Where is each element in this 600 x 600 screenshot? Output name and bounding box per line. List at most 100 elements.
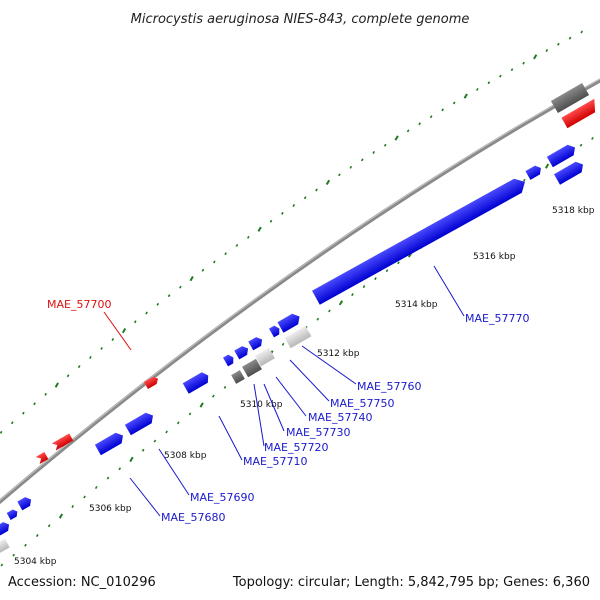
- label-mae-57690[interactable]: MAE_57690: [190, 491, 254, 504]
- minor-tick: [0, 430, 3, 434]
- callout-line-mae-57690: [158, 448, 190, 496]
- minor-tick: [557, 42, 560, 46]
- minor-tick: [429, 115, 433, 119]
- gene-forward-4[interactable]: [0, 520, 12, 536]
- label-mae-57700[interactable]: MAE_57700: [47, 298, 111, 311]
- gene-forward-25[interactable]: [17, 495, 33, 511]
- minor-tick: [176, 421, 180, 425]
- gene-forward-562-b[interactable]: [554, 159, 586, 185]
- minor-tick: [522, 178, 526, 182]
- gene-pseudo-left[interactable]: [0, 538, 10, 554]
- major-tick: [189, 275, 194, 282]
- callout-lines: [103, 265, 465, 517]
- label-mae-57760[interactable]: MAE_57760: [357, 380, 421, 393]
- scale-label: 5318 kbp: [552, 206, 595, 216]
- minor-tick: [167, 294, 171, 298]
- minor-tick: [441, 108, 444, 112]
- minor-tick: [499, 74, 502, 78]
- minor-tick: [281, 342, 285, 346]
- minor-tick: [0, 563, 4, 567]
- major-tick: [129, 456, 134, 463]
- gene-forward-256[interactable]: [248, 335, 264, 351]
- gene-mae-57740[interactable]: [242, 358, 262, 378]
- minor-tick: [522, 61, 525, 65]
- minor-tick: [452, 101, 456, 105]
- gene-mae-57680[interactable]: [94, 430, 126, 456]
- label-mae-57770[interactable]: MAE_57770: [465, 312, 529, 325]
- label-mae-57720[interactable]: MAE_57720: [264, 441, 328, 454]
- major-tick: [54, 382, 59, 388]
- genome-backbone-highlight: [0, 78, 600, 501]
- label-mae-57730[interactable]: MAE_57730: [286, 426, 350, 439]
- gene-mae-57750[interactable]: [255, 347, 275, 367]
- minor-tick: [568, 36, 572, 40]
- scale-label: 5314 kbp: [395, 300, 438, 310]
- minor-tick: [328, 309, 331, 313]
- scale-label: 5308 kbp: [164, 451, 207, 461]
- outer-tick-row: [0, 30, 584, 434]
- gene-forward-290[interactable]: [277, 311, 302, 333]
- gene-mae-57690[interactable]: [124, 410, 156, 436]
- minor-tick: [418, 122, 421, 126]
- gene-forward-242[interactable]: [234, 344, 250, 360]
- major-tick: [257, 226, 262, 232]
- minor-tick: [315, 188, 318, 192]
- gene-pseudo-top-right[interactable]: [550, 82, 590, 114]
- minor-tick: [165, 430, 168, 434]
- gene-mae-57700[interactable]: [143, 375, 160, 389]
- minor-tick: [47, 524, 51, 528]
- gene-forward-528[interactable]: [525, 164, 543, 180]
- minor-tick: [77, 365, 81, 369]
- minor-tick: [235, 243, 239, 247]
- minor-tick: [89, 356, 92, 359]
- gene-mae-57730[interactable]: [231, 370, 245, 384]
- gene-mae-57720[interactable]: [223, 353, 236, 367]
- minor-tick: [33, 402, 36, 406]
- scale-label: 5316 kbp: [473, 252, 516, 262]
- gene-reverse-top-right[interactable]: [561, 98, 600, 129]
- major-tick: [463, 93, 468, 99]
- minor-tick: [247, 235, 250, 239]
- minor-tick: [303, 196, 307, 200]
- label-mae-57680[interactable]: MAE_57680: [161, 511, 225, 524]
- minor-tick: [36, 533, 39, 538]
- minor-tick: [153, 439, 157, 443]
- minor-tick: [292, 203, 296, 208]
- gene-labels: MAE_57700 MAE_57770 MAE_57760 MAE_57750 …: [47, 298, 529, 524]
- minor-tick: [111, 337, 115, 342]
- callout-line-mae-57750: [289, 359, 330, 402]
- major-tick: [58, 513, 64, 519]
- gene-forward-275[interactable]: [269, 324, 282, 338]
- minor-tick: [372, 151, 376, 154]
- gene-forward-13[interactable]: [6, 508, 20, 520]
- minor-tick: [156, 302, 160, 306]
- minor-tick: [212, 394, 215, 398]
- minor-tick: [545, 49, 549, 52]
- minor-tick: [487, 81, 491, 85]
- major-tick: [199, 402, 204, 408]
- genome-backbone: [0, 78, 600, 505]
- gene-reverse-small-1[interactable]: [58, 433, 74, 447]
- minor-tick: [141, 448, 145, 452]
- minor-tick: [224, 252, 227, 256]
- major-tick: [338, 300, 344, 306]
- label-mae-57750[interactable]: MAE_57750: [330, 397, 394, 410]
- gene-mae-57760[interactable]: [284, 325, 312, 349]
- scale-label: 5310 kbp: [240, 400, 283, 410]
- gene-reverse-small-2[interactable]: [51, 437, 67, 451]
- minor-tick: [100, 346, 103, 350]
- callout-line-mae-57740: [275, 376, 307, 417]
- gene-mae-57770[interactable]: [312, 175, 529, 305]
- minor-tick: [374, 277, 377, 281]
- minor-tick: [476, 88, 479, 91]
- minor-tick: [269, 219, 273, 223]
- minor-tick: [179, 285, 182, 289]
- label-mae-57740[interactable]: MAE_57740: [308, 411, 372, 424]
- minor-tick: [360, 158, 364, 162]
- minor-tick: [71, 505, 75, 508]
- gene-mae-57710[interactable]: [182, 370, 212, 394]
- gene-forward-562-a[interactable]: [546, 142, 578, 168]
- major-tick: [121, 327, 127, 334]
- label-mae-57710[interactable]: MAE_57710: [243, 455, 307, 468]
- gene-reverse-small-3[interactable]: [35, 452, 49, 464]
